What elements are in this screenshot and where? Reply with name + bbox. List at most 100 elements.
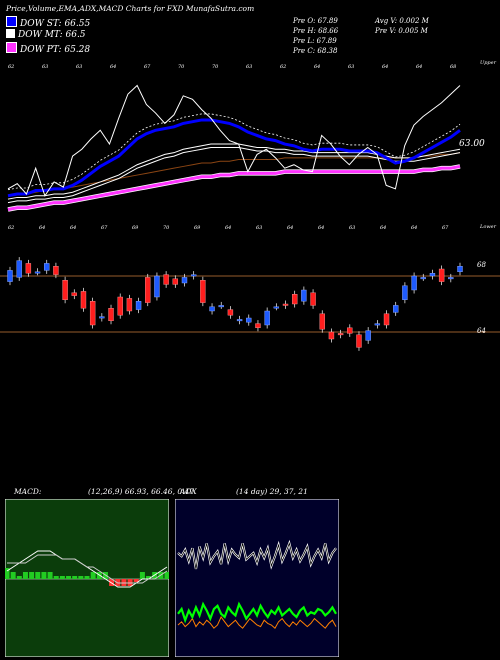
top-tick-label: 63 — [76, 64, 82, 70]
bottom-tick-label: 67 — [442, 225, 449, 231]
stat-prev-high: Pre H: 68.66 — [293, 27, 339, 35]
candle-down — [310, 292, 316, 306]
candle-down — [319, 313, 325, 330]
bottom-tick-label: 69 — [132, 225, 139, 231]
candle-down — [53, 266, 59, 275]
bottom-tick-label: 69 — [194, 225, 201, 231]
adx-di-minus-line — [177, 616, 337, 629]
bottom-tick-label: 64 — [39, 225, 45, 231]
candle-up — [44, 263, 50, 271]
candle-up — [429, 273, 436, 277]
top-tick-label: 70 — [178, 64, 185, 70]
macd-histogram-bar — [16, 576, 22, 579]
macd-values: (12,26,9) 66.93, 66.46, 0.47 — [88, 487, 195, 496]
candle-up — [99, 316, 105, 319]
candle-down — [337, 333, 344, 336]
ema-long-line — [7, 164, 461, 211]
candle-up — [209, 306, 215, 312]
macd-histogram-bar — [66, 576, 72, 579]
candle-up — [457, 266, 463, 273]
legend-label: DOW ST: 66.55 — [20, 19, 91, 29]
bottom-tick-label: 64 — [225, 225, 231, 231]
candle-up — [273, 306, 280, 309]
adx-background — [175, 499, 339, 657]
bottom-tick-label: 62 — [8, 225, 14, 231]
lower-label: Lower — [480, 224, 496, 230]
candle-down — [328, 331, 335, 340]
top-tick-label: 62 — [8, 64, 14, 70]
top-tick-label: 62 — [280, 64, 286, 70]
candle-down — [200, 280, 206, 303]
bottom-tick-label: 63 — [349, 225, 355, 231]
candle-level-lower: 64 — [477, 327, 486, 335]
legend-item-dow-pt: DOW PT: 65.28 — [6, 42, 90, 55]
bottom-tick-label: 70 — [163, 225, 170, 231]
adx-label: ADX — [180, 487, 197, 496]
candle-down — [62, 280, 68, 301]
stat-prev-volume: Pre V: 0.005 M — [375, 27, 428, 35]
legend-swatch-st — [6, 16, 17, 27]
macd-histogram-bar — [164, 572, 169, 579]
adx-panel — [175, 499, 339, 657]
candle-up — [448, 277, 454, 280]
candle-down — [89, 301, 96, 326]
top-tick-label: 64 — [314, 64, 320, 70]
macd-histogram-bar — [53, 576, 59, 579]
top-tick-label: 70 — [212, 64, 219, 70]
candle-up — [420, 277, 426, 280]
last-price-label: 63.00 — [459, 139, 485, 149]
candle-up — [135, 301, 142, 310]
legend-swatch-pt — [6, 42, 17, 53]
macd-histogram-bar — [35, 572, 41, 579]
candle-down — [356, 334, 362, 348]
macd-histogram-bar — [139, 572, 145, 579]
candle-down — [255, 323, 261, 329]
candle-up — [236, 319, 243, 322]
candle-down — [80, 291, 87, 309]
candle-up — [264, 310, 270, 326]
candle-down — [108, 308, 114, 322]
close-price-line — [7, 84, 461, 197]
price-chart: 62 63 63 64 67 70 70 63 62 64 63 64 64 68 62 64 64 67 69 70… — [0, 64, 500, 351]
upper-label: Upper — [480, 60, 496, 66]
bottom-tick-label: 64 — [380, 225, 386, 231]
bottom-tick-label: 64 — [318, 225, 324, 231]
candle-down — [291, 294, 298, 305]
candle-up — [374, 323, 381, 326]
candle-down — [25, 263, 32, 274]
macd-histogram-bar — [133, 579, 139, 582]
chart-title: Price,Volume,EMA,ADX,MACD Charts for FXD… — [6, 4, 255, 13]
candle-down — [438, 268, 445, 282]
macd-histogram-bar — [47, 572, 53, 579]
bottom-tick-label: 64 — [287, 225, 293, 231]
candle-down — [347, 327, 353, 334]
candle-down — [383, 313, 390, 326]
ema-short-line — [7, 118, 461, 198]
stat-prev-open: Pre O: 67.89 — [293, 17, 338, 25]
macd-histogram-bar — [78, 576, 84, 579]
candle-down — [71, 292, 77, 296]
top-tick-label: 64 — [382, 64, 388, 70]
legend-label: DOW MT: 66.5 — [18, 30, 86, 40]
macd-histogram-bar — [90, 572, 96, 579]
macd-histogram-bar — [10, 572, 16, 579]
bottom-tick-label: 67 — [101, 225, 108, 231]
macd-histogram-bar — [84, 576, 90, 579]
macd-histogram-bar — [41, 572, 47, 579]
stat-prev-close: Pre C: 68.38 — [293, 47, 338, 55]
top-tick-label: 63 — [348, 64, 354, 70]
candle-down — [117, 296, 123, 316]
candle-down — [126, 298, 133, 312]
stat-avg-volume: Avg V: 0.002 M — [375, 17, 429, 25]
macd-panel — [5, 499, 169, 657]
adx-values: (14 day) 29, 37, 21 — [236, 487, 308, 496]
macd-histogram-bar — [59, 576, 65, 579]
candle-up — [365, 330, 371, 341]
macd-signal-line — [7, 554, 168, 584]
candle-down — [227, 309, 234, 316]
top-tick-label: 64 — [110, 64, 116, 70]
macd-histogram-bar — [5, 568, 10, 579]
candle-up — [34, 271, 41, 274]
bottom-tick-label: 64 — [70, 225, 76, 231]
candle-up — [181, 277, 188, 284]
